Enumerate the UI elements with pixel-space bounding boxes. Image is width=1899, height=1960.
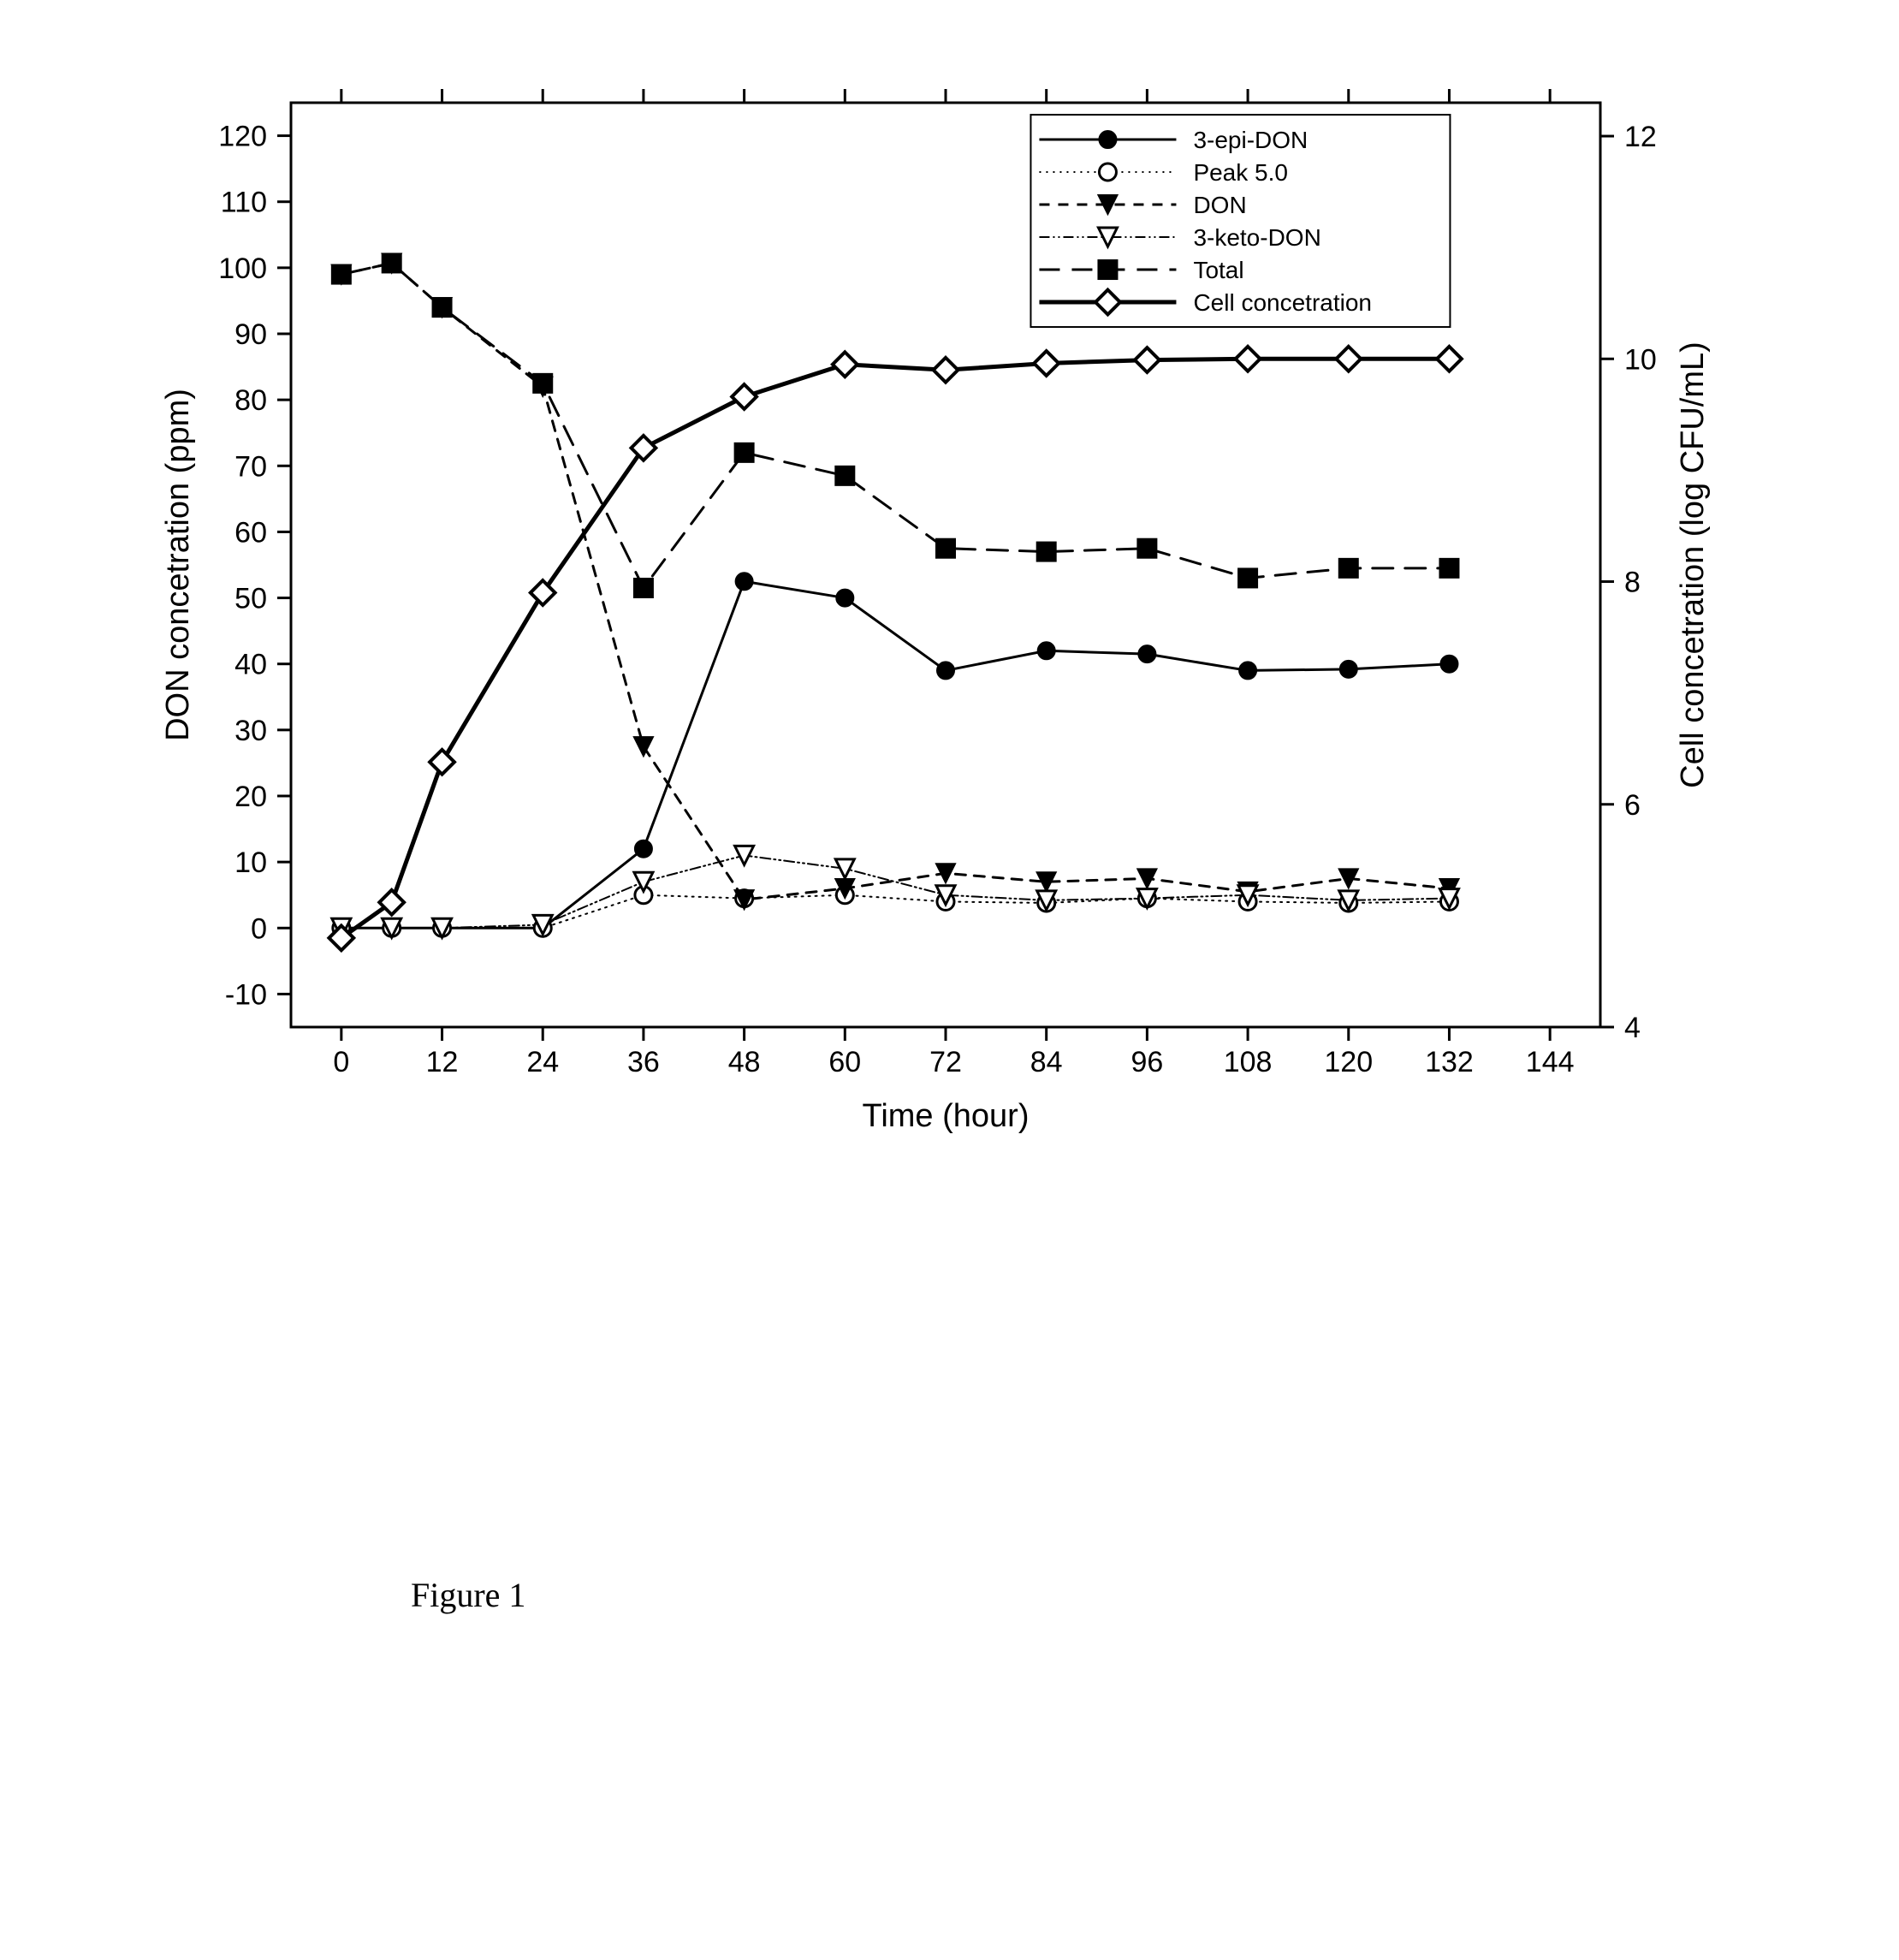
svg-text:20: 20 bbox=[234, 781, 267, 813]
svg-text:110: 110 bbox=[221, 187, 267, 219]
svg-text:48: 48 bbox=[728, 1046, 761, 1078]
legend: 3-epi-DON Peak 5.0 DON 3-keto-DON Total Cell … bbox=[1030, 115, 1450, 327]
svg-text:8: 8 bbox=[1624, 567, 1641, 599]
svg-text:36: 36 bbox=[627, 1046, 660, 1078]
svg-text:30: 30 bbox=[234, 715, 267, 747]
svg-text:10: 10 bbox=[1624, 343, 1657, 376]
svg-text:84: 84 bbox=[1030, 1046, 1063, 1078]
svg-text:Time (hour): Time (hour) bbox=[863, 1098, 1030, 1134]
svg-text:10: 10 bbox=[234, 846, 267, 879]
page: 01224364860728496108120132144Time (hour)… bbox=[0, 0, 1899, 1960]
svg-text:Cell concetration (log CFU/mL): Cell concetration (log CFU/mL) bbox=[1675, 342, 1711, 788]
svg-text:72: 72 bbox=[929, 1046, 962, 1078]
svg-text:12: 12 bbox=[1624, 121, 1657, 153]
svg-text:Total: Total bbox=[1193, 257, 1243, 283]
chart-container: 01224364860728496108120132144Time (hour)… bbox=[145, 68, 1763, 1177]
svg-text:40: 40 bbox=[234, 649, 267, 681]
svg-text:-10: -10 bbox=[225, 978, 267, 1011]
svg-text:96: 96 bbox=[1130, 1046, 1163, 1078]
svg-text:0: 0 bbox=[333, 1046, 349, 1078]
svg-text:60: 60 bbox=[234, 516, 267, 549]
svg-text:120: 120 bbox=[218, 121, 267, 153]
svg-text:4: 4 bbox=[1624, 1012, 1641, 1044]
svg-text:120: 120 bbox=[1324, 1046, 1373, 1078]
svg-text:Peak 5.0: Peak 5.0 bbox=[1193, 159, 1288, 186]
svg-text:12: 12 bbox=[426, 1046, 459, 1078]
svg-text:144: 144 bbox=[1526, 1046, 1575, 1078]
svg-text:3-keto-DON: 3-keto-DON bbox=[1193, 224, 1320, 251]
svg-text:80: 80 bbox=[234, 384, 267, 417]
svg-text:Cell concetration: Cell concetration bbox=[1193, 289, 1372, 316]
svg-text:100: 100 bbox=[218, 252, 267, 285]
svg-text:132: 132 bbox=[1425, 1046, 1474, 1078]
svg-text:6: 6 bbox=[1624, 789, 1641, 822]
svg-text:50: 50 bbox=[234, 583, 267, 615]
svg-text:0: 0 bbox=[251, 912, 267, 945]
svg-text:90: 90 bbox=[234, 318, 267, 351]
svg-text:70: 70 bbox=[234, 450, 267, 483]
line-chart: 01224364860728496108120132144Time (hour)… bbox=[145, 68, 1763, 1173]
svg-text:24: 24 bbox=[526, 1046, 559, 1078]
figure-caption: Figure 1 bbox=[411, 1575, 525, 1615]
svg-text:DON: DON bbox=[1193, 192, 1246, 218]
svg-text:3-epi-DON: 3-epi-DON bbox=[1193, 127, 1308, 153]
svg-text:60: 60 bbox=[828, 1046, 861, 1078]
svg-text:DON concetration (ppm): DON concetration (ppm) bbox=[160, 389, 196, 741]
svg-text:108: 108 bbox=[1224, 1046, 1273, 1078]
